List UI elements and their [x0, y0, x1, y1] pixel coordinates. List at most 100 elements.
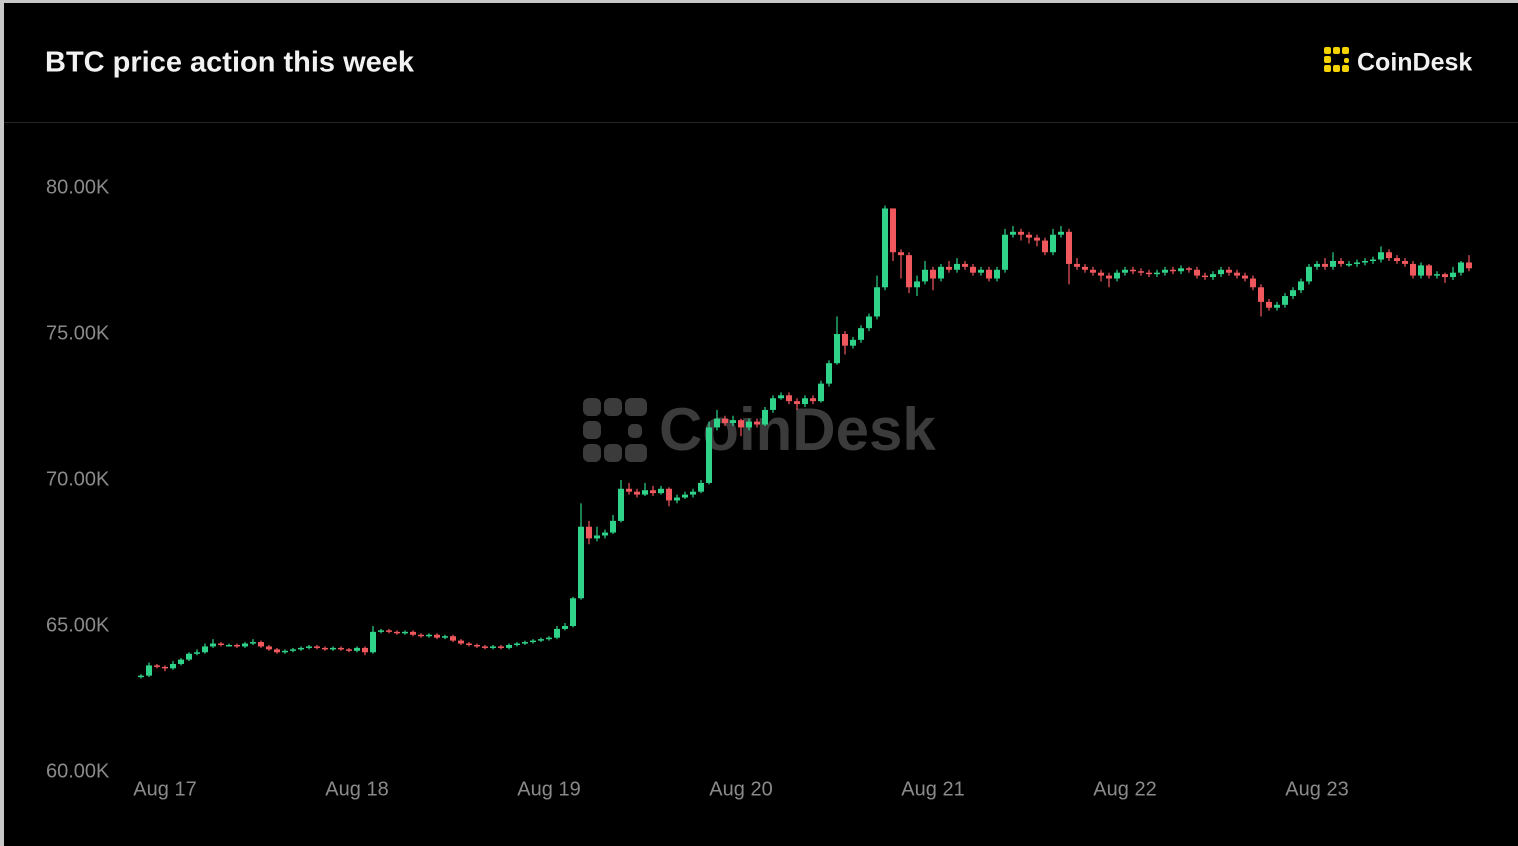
- candle-body: [1442, 274, 1448, 278]
- candle-body: [682, 494, 688, 498]
- candle-body: [930, 269, 936, 279]
- candle-body: [1258, 287, 1264, 302]
- candle-body: [666, 488, 672, 501]
- candle-body: [1194, 269, 1200, 276]
- candle-body: [786, 395, 792, 402]
- candle-body: [850, 339, 856, 346]
- candle-body: [490, 646, 496, 648]
- chart-title: BTC price action this week: [45, 47, 415, 79]
- candle-body: [618, 488, 624, 521]
- candle-body: [562, 626, 568, 629]
- candle-body: [138, 675, 144, 678]
- candle-body: [1202, 275, 1208, 278]
- candle-body: [1178, 268, 1184, 272]
- candle-body: [474, 644, 480, 647]
- candle-body: [394, 631, 400, 634]
- candle-body: [1154, 272, 1160, 275]
- candle-body: [1290, 290, 1296, 297]
- candle-body: [1418, 265, 1424, 276]
- candle-body: [242, 643, 248, 647]
- candle-body: [1450, 272, 1456, 278]
- candle-body: [610, 520, 616, 533]
- candle-body: [346, 649, 352, 651]
- candle-body: [626, 488, 632, 492]
- candle-body: [1394, 258, 1400, 261]
- candle-body: [330, 647, 336, 650]
- candle-body: [538, 639, 544, 641]
- candle-body: [402, 631, 408, 634]
- candle-body: [818, 383, 824, 402]
- candle-body: [154, 665, 160, 667]
- y-tick-label: 75.00K: [46, 322, 110, 344]
- candle-body: [1330, 261, 1336, 267]
- candle-body: [1090, 269, 1096, 273]
- candle-body: [1130, 269, 1136, 272]
- candle-body: [834, 334, 840, 364]
- candle-body: [882, 208, 888, 288]
- candle-body: [1410, 263, 1416, 276]
- candle-body: [194, 652, 200, 654]
- candle-body: [1002, 234, 1008, 270]
- candle-body: [970, 266, 976, 273]
- candle-body: [1010, 231, 1016, 235]
- x-tick-label: Aug 22: [1093, 778, 1156, 800]
- candle-body: [874, 287, 880, 317]
- candle-body: [410, 631, 416, 635]
- candle-body: [266, 646, 272, 650]
- candle-body: [866, 316, 872, 329]
- candle-body: [1426, 265, 1432, 276]
- candle-body: [1018, 231, 1024, 235]
- x-tick-label: Aug 21: [901, 778, 964, 800]
- candle-body: [1050, 234, 1056, 253]
- candle-body: [658, 488, 664, 494]
- x-tick-label: Aug 19: [517, 778, 580, 800]
- candle-body: [1370, 259, 1376, 262]
- top-edge: [0, 0, 1518, 3]
- candle-body: [458, 640, 464, 644]
- watermark-text: CoinDesk: [659, 396, 936, 463]
- candle-body: [1266, 301, 1272, 308]
- candle-body: [1314, 263, 1320, 267]
- candle-body: [1210, 274, 1216, 278]
- candle-body: [1338, 261, 1344, 264]
- candle-body: [1162, 269, 1168, 273]
- candle-body: [938, 266, 944, 279]
- candle-body: [290, 649, 296, 651]
- candle-body: [378, 630, 384, 632]
- candle-body: [1322, 263, 1328, 267]
- y-tick-label: 70.00K: [46, 468, 110, 490]
- candle-body: [322, 647, 328, 650]
- candle-body: [946, 266, 952, 270]
- candle-body: [218, 643, 224, 646]
- candle-body: [1082, 266, 1088, 270]
- candle-body: [602, 532, 608, 536]
- candle-body: [1218, 269, 1224, 275]
- candle-body: [1106, 275, 1112, 279]
- candle-body: [146, 665, 152, 676]
- candle-body: [1074, 263, 1080, 267]
- candle-body: [994, 269, 1000, 279]
- candle-body: [258, 642, 264, 647]
- candle-body: [578, 526, 584, 599]
- candle-body: [362, 647, 368, 653]
- candle-body: [1138, 271, 1144, 273]
- candle-body: [1114, 272, 1120, 279]
- y-tick-label: 80.00K: [46, 176, 110, 198]
- candle-body: [1066, 231, 1072, 264]
- candle-body: [762, 409, 768, 425]
- candle-body: [1458, 262, 1464, 273]
- candle-body: [554, 628, 560, 638]
- candle-body: [794, 401, 800, 405]
- candle-body: [1362, 261, 1368, 263]
- candle-body: [906, 255, 912, 288]
- candle-body: [954, 263, 960, 270]
- candle-body: [594, 535, 600, 539]
- candle-body: [1242, 275, 1248, 279]
- x-tick-label: Aug 18: [325, 778, 388, 800]
- candle-body: [1034, 237, 1040, 241]
- candle-body: [170, 663, 176, 669]
- candle-body: [922, 269, 928, 282]
- candle-body: [754, 421, 760, 425]
